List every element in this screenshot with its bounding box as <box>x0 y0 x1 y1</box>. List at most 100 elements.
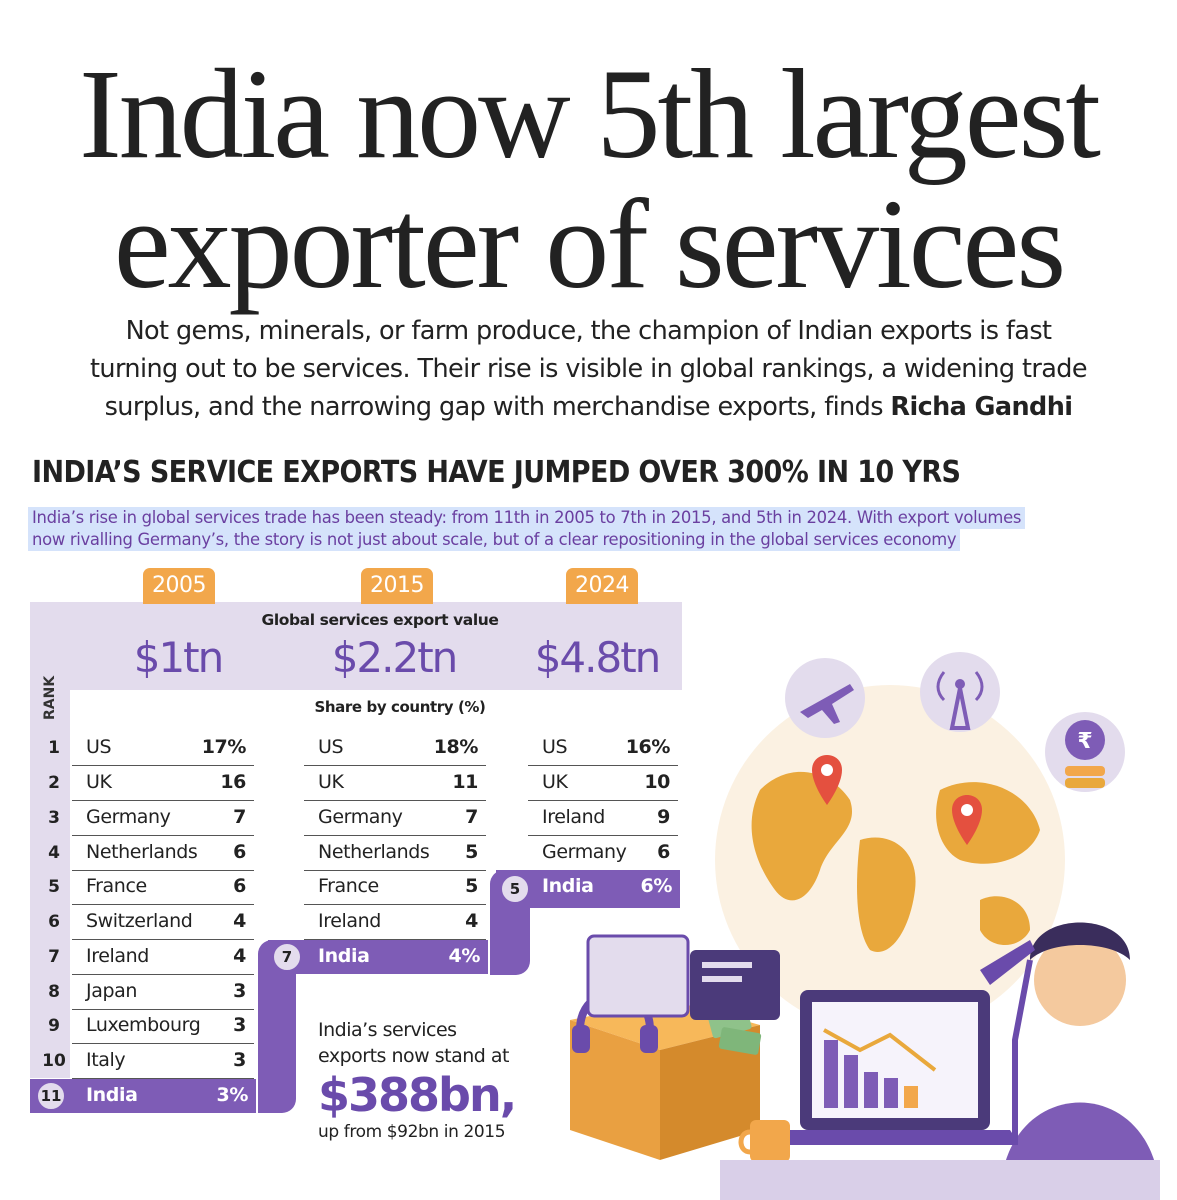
deck-line-2: turning out to be services. Their rise i… <box>90 354 1088 384</box>
share-value: 9 <box>657 806 670 828</box>
table-row: Netherlands 6 <box>72 836 254 871</box>
india-row-2005: India 3% <box>30 1079 256 1113</box>
desk <box>720 1160 1160 1200</box>
share-value: 3 <box>233 1014 246 1036</box>
globe-icon <box>715 685 1065 1035</box>
rank-number: 3 <box>48 808 60 828</box>
year-tag-2015: 2015 <box>361 568 433 604</box>
share-value: 5 <box>465 875 478 897</box>
table-row: Ireland 4 <box>304 905 486 940</box>
coffee-mug-icon <box>738 1120 790 1162</box>
share-value: 10 <box>644 771 670 793</box>
total-value-2015: $2.2tn <box>331 633 459 682</box>
country-name: Germany <box>318 806 403 828</box>
table-row: Germany 7 <box>72 801 254 836</box>
country-name: UK <box>542 771 568 793</box>
chart-header-panel <box>30 602 682 690</box>
share-value: 18% <box>433 736 479 758</box>
share-value: 17% <box>201 736 247 758</box>
india-rank-badge-2024: 5 <box>500 874 530 904</box>
intro-line-1: India’s rise in global services trade ha… <box>28 507 1026 529</box>
share-value: 7 <box>233 806 246 828</box>
table-row: UK 16 <box>72 766 254 801</box>
country-name: Netherlands <box>318 841 430 863</box>
table-row: Ireland 4 <box>72 940 254 975</box>
rank-number: 1 <box>48 738 60 758</box>
country-name: US <box>86 736 112 758</box>
rank-column-panel <box>30 690 70 1078</box>
share-value: 6 <box>233 841 246 863</box>
total-value-2024: $4.8tn <box>534 633 662 682</box>
laptop-icon <box>770 990 1020 1145</box>
deck: Not gems, minerals, or farm produce, the… <box>0 312 1177 426</box>
intro-line-2: now rivalling Germany’s, the story is no… <box>28 529 961 551</box>
country-name: Italy <box>86 1049 126 1071</box>
country-name: Germany <box>542 841 627 863</box>
airplane-icon <box>785 658 865 738</box>
share-value: 4 <box>233 910 246 932</box>
country-name: US <box>542 736 568 758</box>
share-value: 5 <box>465 841 478 863</box>
share-value: 3% <box>216 1084 249 1106</box>
global-value-label: Global services export value <box>261 611 499 629</box>
rank-number: 9 <box>48 1016 60 1036</box>
table-row: France 5 <box>304 870 486 905</box>
table-row: US 17% <box>72 731 254 766</box>
share-label: Share by country (%) <box>314 698 486 716</box>
desk-lamp-icon <box>980 940 1035 1145</box>
country-name: India <box>86 1084 138 1106</box>
country-name: France <box>86 875 147 897</box>
export-value-callout: India’s services exports now stand at $3… <box>318 1017 517 1143</box>
section-intro: India’s rise in global services trade ha… <box>28 507 1026 551</box>
map-pin-icon <box>812 755 842 805</box>
callout-line-1: India’s services <box>318 1019 457 1041</box>
deck-line-3: surplus, and the narrowing gap with merc… <box>0 388 1177 426</box>
country-name: India <box>542 875 594 897</box>
share-value: 3 <box>233 1049 246 1071</box>
services-illustration: ₹ <box>570 652 1160 1200</box>
callout-value: $388bn, <box>318 1068 517 1122</box>
headline-line-2: exporter of services <box>113 173 1066 315</box>
india-row-2015: India 4% <box>268 940 488 974</box>
table-row: Italy 3 <box>72 1044 254 1079</box>
table-row: Germany 7 <box>304 801 486 836</box>
table-row: Netherlands 5 <box>304 836 486 871</box>
share-value: 16% <box>625 736 671 758</box>
country-name: Ireland <box>542 806 605 828</box>
country-name: Netherlands <box>86 841 198 863</box>
headline-line-1: India now 5th largest <box>79 43 1101 185</box>
india-rank-badge-2015: 7 <box>272 942 302 972</box>
rank-number: 8 <box>48 982 60 1002</box>
share-value: 6 <box>657 841 670 863</box>
byline: Richa Gandhi <box>890 392 1073 422</box>
document-screen-icon <box>586 934 780 1020</box>
map-pin-icon <box>952 795 982 845</box>
country-name: France <box>318 875 379 897</box>
year-tag-2005: 2005 <box>143 568 215 604</box>
table-row: Japan 3 <box>72 975 254 1010</box>
share-value: 4% <box>448 945 481 967</box>
share-value: 4 <box>233 945 246 967</box>
staircase-connector <box>258 1077 278 1113</box>
callout-line-3: up from $92bn in 2015 <box>318 1122 506 1142</box>
country-name: Ireland <box>86 945 149 967</box>
total-value-2005: $1tn <box>133 633 225 682</box>
rank-number: 2 <box>48 773 60 793</box>
table-row: US 18% <box>304 731 486 766</box>
table-row: UK 10 <box>528 766 678 801</box>
section-title: INDIA’S SERVICE EXPORTS HAVE JUMPED OVER… <box>32 455 961 490</box>
country-name: UK <box>86 771 112 793</box>
table-row: US 16% <box>528 731 678 766</box>
country-name: US <box>318 736 344 758</box>
rupee-symbol: ₹ <box>1077 729 1092 754</box>
country-name: Japan <box>86 980 137 1002</box>
rank-number: 5 <box>48 877 60 897</box>
signal-tower-icon <box>920 652 1000 732</box>
deck-line-1: Not gems, minerals, or farm produce, the… <box>125 316 1052 346</box>
table-row: Switzerland 4 <box>72 905 254 940</box>
table-row: UK 11 <box>304 766 486 801</box>
callout-line-2: exports now stand at <box>318 1045 509 1067</box>
rank-number: 6 <box>48 912 60 932</box>
share-value: 4 <box>465 910 478 932</box>
country-name: India <box>318 945 370 967</box>
